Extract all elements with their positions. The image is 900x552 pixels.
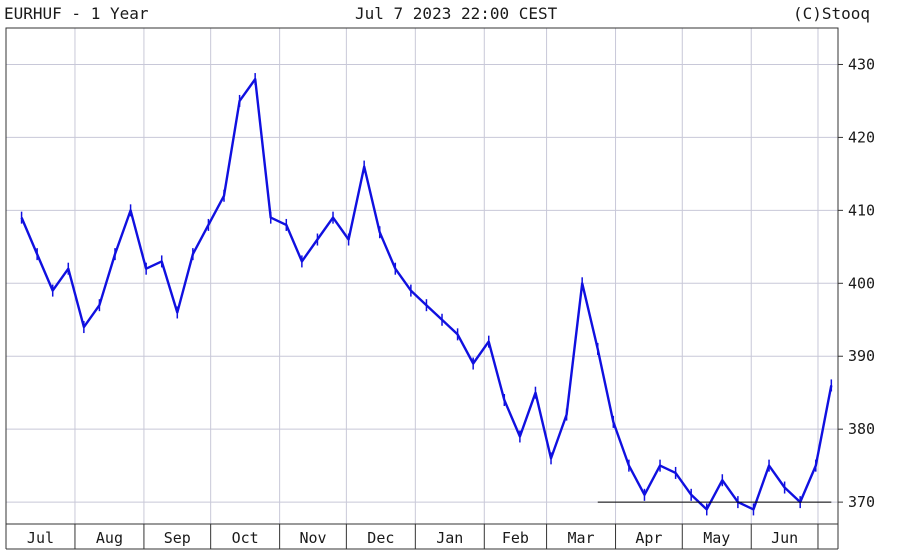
x-tick-label: Feb <box>502 529 529 547</box>
y-tick-label: 400 <box>848 274 875 292</box>
x-tick-label: Sep <box>164 529 191 547</box>
x-tick-label: Dec <box>367 529 394 547</box>
chart-credit: (C)Stooq <box>792 4 870 23</box>
price-series-line <box>20 77 833 511</box>
chart-datetime: Jul 7 2023 22:00 CEST <box>355 4 558 23</box>
x-tick-label: Jul <box>27 529 54 547</box>
y-tick-label: 380 <box>848 420 875 438</box>
chart-symbol-title: EURHUF - 1 Year <box>4 4 149 23</box>
x-tick-label: Apr <box>635 529 662 547</box>
plot-frame <box>5 27 839 525</box>
x-tick-label: Aug <box>96 529 123 547</box>
y-tick-label: 410 <box>848 201 875 219</box>
x-tick-label: Oct <box>232 529 259 547</box>
y-tick-label: 430 <box>848 55 875 73</box>
x-tick-label: May <box>703 529 730 547</box>
x-tick-label: Nov <box>299 529 326 547</box>
y-tick-label: 420 <box>848 128 875 146</box>
x-tick-label: Jun <box>771 529 798 547</box>
x-tick-label: Jan <box>436 529 463 547</box>
y-tick-label: 370 <box>848 493 875 511</box>
y-tick-label: 390 <box>848 347 875 365</box>
x-tick-label: Mar <box>568 529 595 547</box>
